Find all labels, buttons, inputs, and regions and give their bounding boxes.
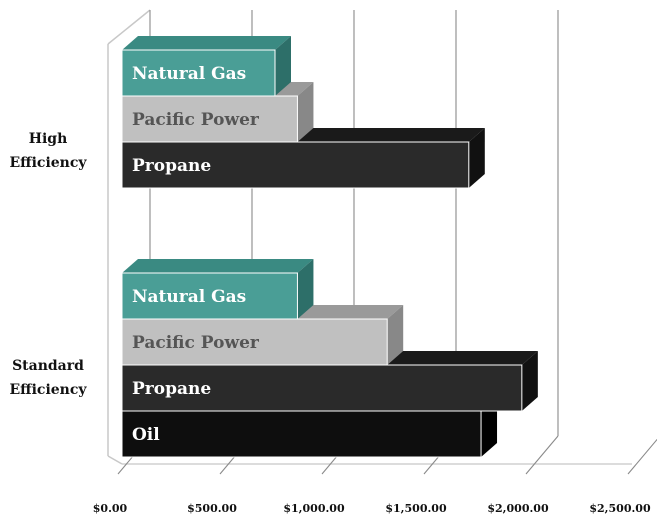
bar-natural-gas: Natural Gas bbox=[121, 36, 291, 97]
x-tick-label: $1,500.00 bbox=[385, 502, 447, 515]
bar-front-face bbox=[121, 49, 276, 97]
category-label: Standard bbox=[12, 358, 84, 374]
bar-label: Propane bbox=[132, 156, 211, 176]
bar-front-face bbox=[121, 318, 388, 366]
x-tick-label: $500.00 bbox=[187, 502, 237, 515]
bar-front-face bbox=[121, 95, 298, 143]
x-tick-label: $1,000.00 bbox=[283, 502, 345, 515]
bar-front-face bbox=[121, 410, 482, 458]
category-label: Efficiency bbox=[9, 155, 87, 171]
bar-side-face bbox=[275, 36, 291, 96]
left-wall-top-edge bbox=[107, 9, 151, 45]
bar-label: Propane bbox=[132, 379, 211, 399]
bar-side-face bbox=[297, 82, 314, 142]
bar-front-face bbox=[121, 141, 470, 189]
bar-side-face bbox=[297, 259, 314, 319]
bars: Propane Pacific Power Natural Gas Oil Propan… bbox=[121, 36, 538, 458]
category-labels: High Efficiency Standard Efficiency bbox=[9, 131, 87, 398]
x-tick-label: $0.00 bbox=[93, 502, 128, 515]
floor-gridline bbox=[627, 438, 657, 475]
floor-gridline bbox=[525, 435, 559, 475]
bar-label: Pacific Power bbox=[132, 110, 260, 130]
bar-label: Oil bbox=[132, 425, 160, 445]
bar-top-face bbox=[122, 36, 291, 50]
chart-walls bbox=[107, 9, 632, 465]
bar-front-face bbox=[121, 272, 298, 320]
bar-label: Natural Gas bbox=[132, 287, 246, 307]
bar-side-face bbox=[481, 397, 498, 457]
floor-left-edge bbox=[107, 455, 123, 465]
bar-label: Pacific Power bbox=[132, 333, 260, 353]
bar-side-face bbox=[387, 305, 404, 365]
category-label: High bbox=[29, 131, 68, 147]
bar-label: Natural Gas bbox=[132, 64, 246, 84]
bar-natural-gas: Natural Gas bbox=[121, 259, 314, 320]
category-label: Efficiency bbox=[9, 382, 87, 398]
bar-side-face bbox=[521, 351, 538, 411]
x-tick-label: $2,000.00 bbox=[487, 502, 549, 515]
x-axis-ticks: $0.00 $500.00 $1,000.00 $1,500.00 $2,000.00 $… bbox=[93, 502, 651, 515]
x-tick-label: $2,500.00 bbox=[589, 502, 651, 515]
bar-top-face bbox=[122, 259, 314, 273]
bar-side-face bbox=[468, 128, 485, 188]
